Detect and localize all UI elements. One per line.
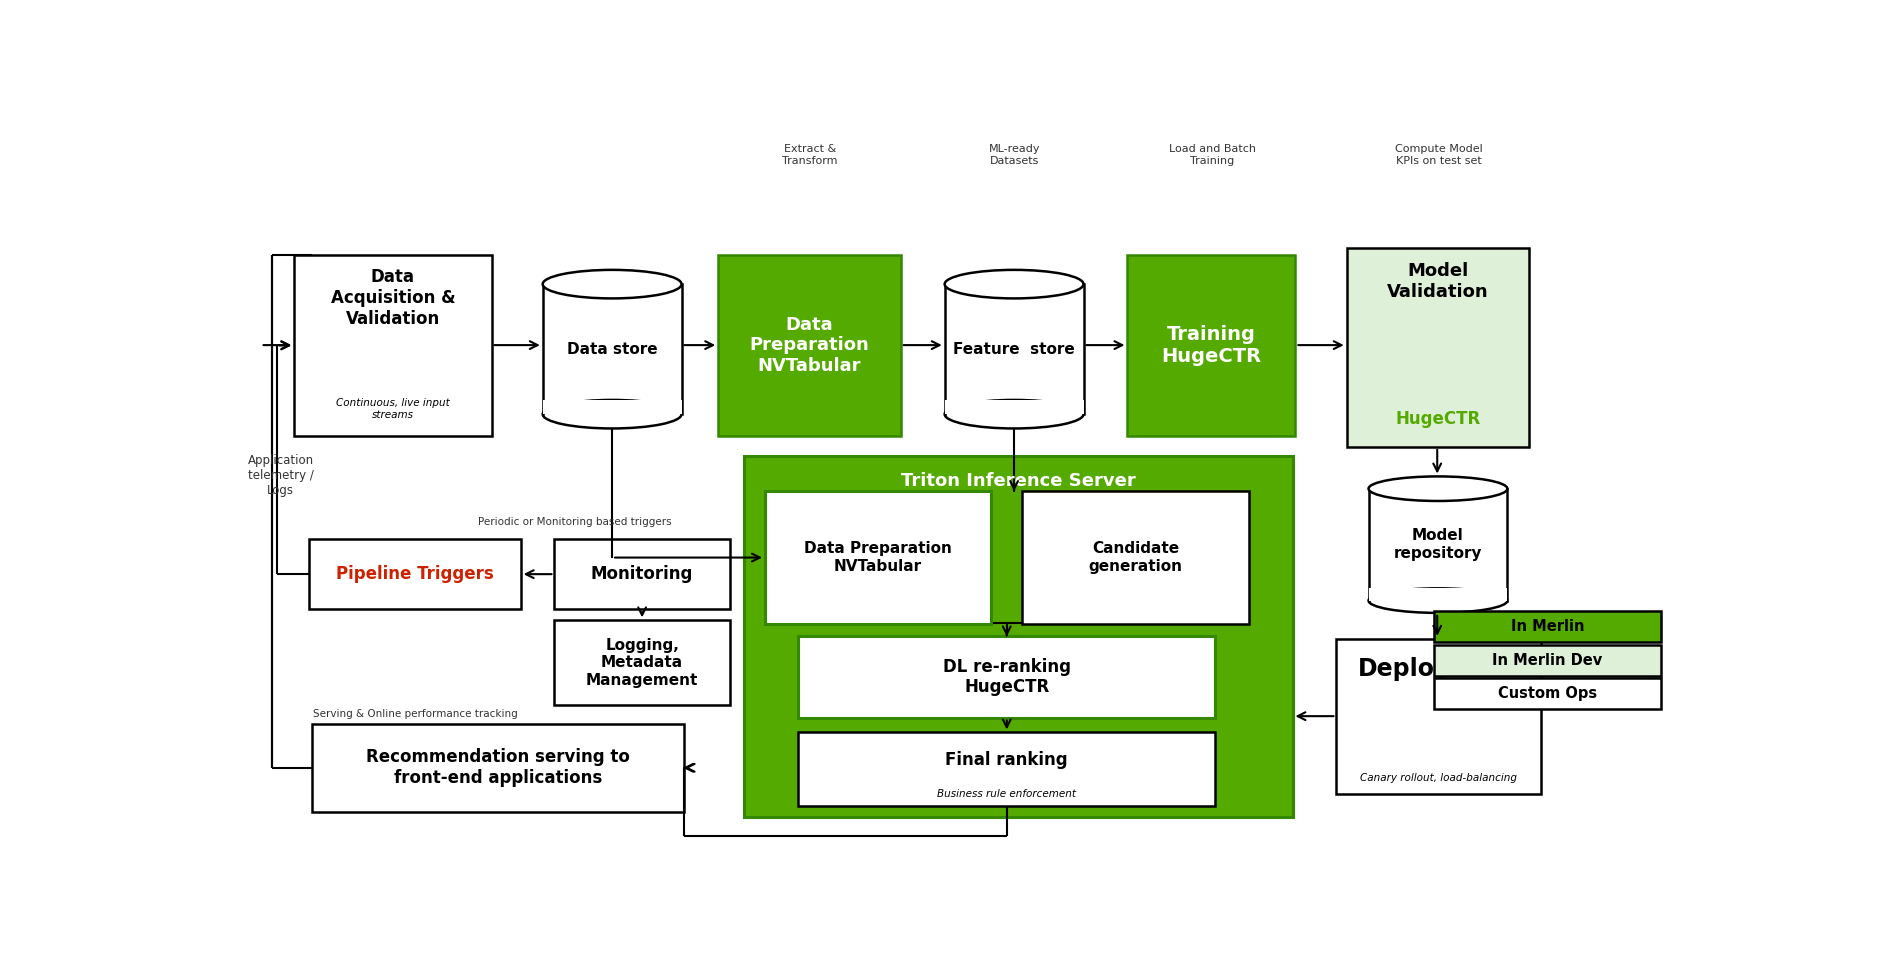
Ellipse shape	[543, 270, 681, 298]
Bar	[945, 399, 1084, 414]
Bar	[1128, 255, 1296, 436]
Text: Periodic or Monitoring based triggers: Periodic or Monitoring based triggers	[479, 517, 671, 527]
Bar	[1435, 678, 1662, 709]
Text: Data
Acquisition &
Validation: Data Acquisition & Validation	[330, 268, 455, 328]
Bar	[554, 620, 730, 705]
Bar	[798, 732, 1215, 806]
Bar	[1022, 491, 1249, 624]
Bar	[798, 636, 1215, 718]
Text: In Merlin: In Merlin	[1511, 620, 1584, 634]
Bar	[719, 255, 902, 436]
Text: Load and Batch
Training: Load and Batch Training	[1169, 145, 1256, 166]
Bar	[766, 491, 992, 624]
Text: Candidate
generation: Candidate generation	[1088, 541, 1183, 574]
Bar	[543, 399, 681, 414]
Text: Extract &
Transform: Extract & Transform	[783, 145, 837, 166]
Bar	[1435, 645, 1662, 675]
Ellipse shape	[945, 399, 1084, 428]
Bar	[294, 255, 492, 436]
Text: Triton Inference Server: Triton Inference Server	[902, 472, 1135, 490]
Text: In Merlin Dev: In Merlin Dev	[1492, 652, 1603, 668]
Text: Custom Ops: Custom Ops	[1497, 686, 1597, 701]
Text: Final ranking: Final ranking	[945, 751, 1067, 768]
Text: Data Preparation
NVTabular: Data Preparation NVTabular	[803, 541, 952, 574]
Ellipse shape	[1369, 588, 1507, 613]
Bar	[745, 456, 1292, 817]
Text: Recommendation serving to
front-end applications: Recommendation serving to front-end appl…	[366, 748, 630, 787]
Text: Serving & Online performance tracking: Serving & Online performance tracking	[313, 709, 519, 718]
Text: Canary rollout, load-balancing: Canary rollout, load-balancing	[1360, 772, 1516, 783]
Text: Monitoring: Monitoring	[590, 565, 694, 583]
Bar	[554, 539, 730, 609]
Text: DL re-ranking
HugeCTR: DL re-ranking HugeCTR	[943, 657, 1071, 696]
Bar	[309, 539, 521, 609]
Text: Pipeline Triggers: Pipeline Triggers	[336, 565, 494, 583]
Bar	[1369, 489, 1507, 601]
Text: Logging,
Metadata
Management: Logging, Metadata Management	[587, 638, 698, 688]
Text: Model
repository: Model repository	[1394, 529, 1482, 560]
Text: HugeCTR: HugeCTR	[1396, 410, 1481, 428]
Bar	[1435, 611, 1662, 643]
Bar	[311, 723, 685, 812]
Text: Business rule enforcement: Business rule enforcement	[937, 788, 1077, 799]
Text: Feature  store: Feature store	[952, 342, 1075, 356]
Text: Application
telemetry /
Logs: Application telemetry / Logs	[247, 454, 313, 497]
Ellipse shape	[543, 399, 681, 428]
Bar	[543, 285, 681, 414]
Text: ML-ready
Datasets: ML-ready Datasets	[988, 145, 1041, 166]
Bar	[1337, 639, 1541, 793]
Bar	[945, 285, 1084, 414]
Ellipse shape	[1369, 476, 1507, 501]
Text: Data store: Data store	[568, 342, 658, 356]
Text: Continuous, live input
streams: Continuous, live input streams	[336, 398, 449, 420]
Ellipse shape	[945, 270, 1084, 298]
Text: Model
Validation: Model Validation	[1386, 262, 1488, 302]
Text: Data
Preparation
NVTabular: Data Preparation NVTabular	[749, 316, 869, 376]
Bar	[1347, 248, 1530, 446]
Text: Deployment: Deployment	[1358, 657, 1520, 681]
Text: Compute Model
KPIs on test set: Compute Model KPIs on test set	[1396, 145, 1482, 166]
Bar	[1369, 588, 1507, 601]
Text: Training
HugeCTR: Training HugeCTR	[1162, 325, 1262, 366]
